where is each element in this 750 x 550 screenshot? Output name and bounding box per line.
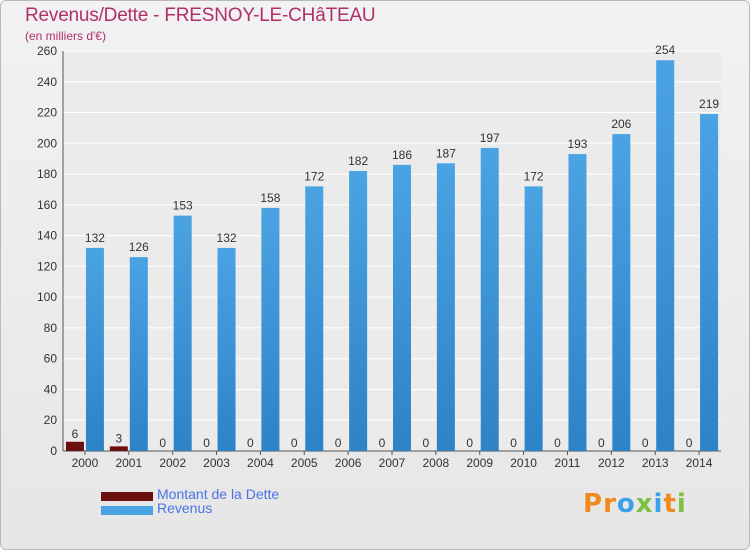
data-label-revenue: 126	[129, 240, 149, 254]
bar-revenue	[612, 134, 631, 452]
data-label-revenue: 172	[304, 169, 324, 183]
data-label-debt: 0	[510, 436, 517, 450]
data-label-revenue: 172	[524, 169, 544, 183]
bar-debt	[109, 446, 128, 451]
data-label-debt: 0	[379, 436, 386, 450]
data-label-debt: 0	[642, 436, 649, 450]
bar-revenue	[393, 164, 411, 451]
legend-label-debt: Montant de la Dette	[157, 486, 280, 502]
x-tick-label: 2002	[159, 456, 186, 470]
plot-area	[63, 51, 721, 451]
x-tick-label: 2007	[379, 456, 406, 470]
data-label-debt: 0	[598, 436, 605, 450]
legend-swatch-revenue	[101, 506, 153, 515]
data-label-revenue: 182	[348, 154, 368, 168]
y-tick-label: 180	[37, 167, 57, 181]
data-label-revenue: 193	[567, 137, 587, 151]
data-label-revenue: 158	[260, 191, 280, 205]
bar-revenue	[217, 247, 236, 451]
bar-revenue	[261, 207, 280, 451]
data-label-debt: 0	[203, 436, 210, 450]
data-label-debt: 0	[159, 436, 166, 450]
data-label-revenue: 187	[436, 146, 456, 160]
proxiti-logo: Proxiti	[583, 489, 687, 519]
data-label-debt: 6	[72, 427, 79, 441]
x-tick-label: 2003	[203, 456, 230, 470]
data-label-debt: 0	[554, 436, 561, 450]
data-label-revenue: 206	[611, 117, 631, 131]
bar-revenue	[85, 247, 104, 451]
data-label-debt: 3	[115, 431, 122, 445]
legend-label-revenue: Revenus	[157, 500, 213, 516]
data-label-revenue: 197	[480, 131, 500, 145]
y-tick-label: 140	[37, 229, 57, 243]
y-tick-label: 20	[44, 413, 58, 427]
bar-revenue	[524, 186, 543, 451]
y-tick-label: 120	[37, 259, 57, 273]
bar-revenue	[129, 257, 148, 451]
y-tick-label: 80	[44, 321, 58, 335]
y-tick-label: 200	[37, 136, 57, 150]
x-tick-label: 2011	[555, 456, 581, 470]
x-tick-label: 2004	[247, 456, 274, 470]
bar-revenue	[305, 186, 324, 451]
chart-subtitle: (en milliers d'€)	[25, 29, 106, 43]
y-tick-label: 240	[37, 75, 57, 89]
data-label-revenue: 186	[392, 148, 412, 162]
y-tick-label: 60	[44, 352, 58, 366]
x-tick-label: 2006	[335, 456, 362, 470]
y-tick-label: 160	[37, 198, 57, 212]
data-label-revenue: 219	[699, 97, 719, 111]
bar-revenue	[700, 114, 719, 452]
x-tick-label: 2012	[598, 456, 625, 470]
x-tick-label: 2000	[72, 456, 99, 470]
bar-revenue	[349, 171, 368, 451]
data-label-debt: 0	[423, 436, 430, 450]
y-tick-label: 0	[50, 444, 57, 458]
bar-revenue	[480, 147, 499, 451]
bar-debt	[65, 441, 84, 451]
x-tick-label: 2005	[291, 456, 318, 470]
x-tick-label: 2001	[115, 456, 142, 470]
data-label-debt: 0	[466, 436, 473, 450]
x-tick-label: 2010	[510, 456, 537, 470]
data-label-revenue: 132	[85, 231, 105, 245]
chart-title: Revenus/Dette - FRESNOY-LE-CHâTEAU	[25, 5, 376, 26]
y-tick-label: 260	[37, 44, 57, 58]
y-tick-label: 220	[37, 106, 57, 120]
data-label-debt: 0	[291, 436, 298, 450]
data-label-revenue: 254	[655, 43, 675, 57]
bar-revenue	[173, 215, 192, 451]
x-tick-label: 2014	[686, 456, 713, 470]
bar-revenue	[656, 60, 675, 451]
x-tick-label: 2013	[642, 456, 669, 470]
data-label-revenue: 153	[173, 199, 193, 213]
bar-revenue	[436, 163, 455, 452]
data-label-debt: 0	[686, 436, 693, 450]
bar-revenue	[568, 154, 587, 452]
y-tick-label: 100	[37, 290, 57, 304]
x-tick-label: 2008	[423, 456, 450, 470]
x-tick-label: 2009	[466, 456, 493, 470]
data-label-revenue: 132	[217, 231, 237, 245]
data-label-debt: 0	[335, 436, 342, 450]
y-tick-label: 40	[44, 382, 58, 396]
data-label-debt: 0	[247, 436, 254, 450]
legend-swatch-debt	[101, 492, 153, 501]
